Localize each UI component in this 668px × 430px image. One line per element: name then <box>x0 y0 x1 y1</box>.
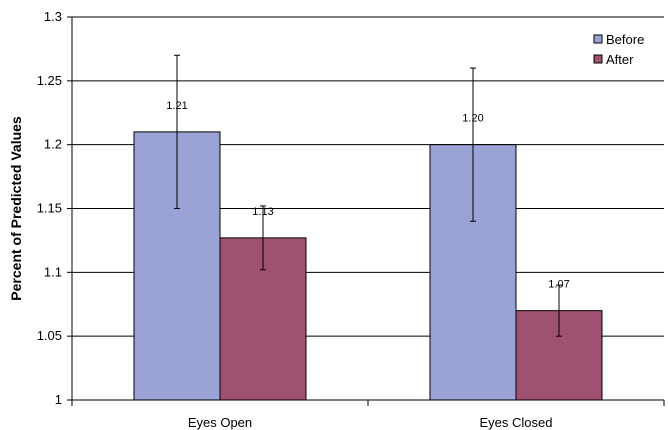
legend-swatch <box>593 34 603 44</box>
x-tick-label: Eyes Open <box>188 415 252 430</box>
y-tick-label: 1.05 <box>37 328 62 343</box>
legend-label: Before <box>606 32 644 47</box>
y-tick-label: 1 <box>55 392 62 407</box>
data-labels: 1.21 1.13 1.20 1.07 <box>166 100 569 291</box>
error-bars <box>174 54 562 337</box>
legend: Before After <box>593 32 644 67</box>
bars <box>133 131 603 401</box>
y-tick-label: 1.3 <box>44 9 62 24</box>
y-axis-label: Percent of Predicted Values <box>8 116 24 301</box>
y-tick-label: 1.2 <box>44 137 62 152</box>
legend-label: After <box>606 52 634 67</box>
data-label: 1.13 <box>252 206 273 218</box>
x-axis-ticks: Eyes Open Eyes Closed <box>188 415 553 430</box>
data-label: 1.21 <box>166 100 187 112</box>
y-axis-ticks: 1 1.05 1.1 1.15 1.2 1.25 1.3 <box>37 9 62 407</box>
x-tick-label: Eyes Closed <box>480 415 553 430</box>
y-tick-label: 1.15 <box>37 201 62 216</box>
y-tick-label: 1.1 <box>44 264 62 279</box>
legend-swatch <box>593 54 603 64</box>
y-tick-label: 1.25 <box>37 73 62 88</box>
axes <box>67 16 665 406</box>
data-label: 1.07 <box>548 279 569 291</box>
data-label: 1.20 <box>462 113 483 125</box>
